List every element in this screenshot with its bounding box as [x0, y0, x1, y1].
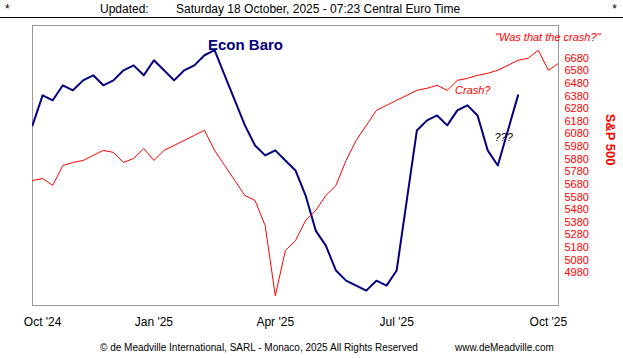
- svg-text:5980: 5980: [565, 140, 589, 152]
- html-text:Saturday 18 October, 2025 - 07: Saturday 18 October, 2025 - 07:23 Centra…: [176, 2, 461, 16]
- svg-text:6180: 6180: [565, 115, 589, 127]
- svg-text:6480: 6480: [565, 77, 589, 89]
- svg-text:5280: 5280: [565, 228, 589, 240]
- svg-text:S&P 500: S&P 500: [603, 114, 618, 166]
- svg-text:6680: 6680: [565, 52, 589, 64]
- html-text:Updated:: Updated:: [100, 2, 149, 16]
- svg-text:Jan '25: Jan '25: [135, 315, 174, 329]
- svg-text:Oct '24: Oct '24: [24, 315, 62, 329]
- svg-text:5080: 5080: [565, 254, 589, 266]
- svg-text:6080: 6080: [565, 127, 589, 139]
- html-text:© de Meadville International,: © de Meadville International, SARL - Mon…: [100, 342, 418, 353]
- svg-text:5180: 5180: [565, 241, 589, 253]
- svg-text:Crash?: Crash?: [455, 84, 491, 96]
- svg-text:5380: 5380: [565, 216, 589, 228]
- svg-text:4980: 4980: [565, 266, 589, 278]
- svg-text:6380: 6380: [565, 90, 589, 102]
- svg-text:5880: 5880: [565, 153, 589, 165]
- svg-text:Oct '25: Oct '25: [530, 315, 568, 329]
- html-text:www.deMeadville.com: www.deMeadville.com: [455, 342, 554, 353]
- svg-text:5680: 5680: [565, 178, 589, 190]
- svg-text:"Was that the crash?": "Was that the crash?": [495, 31, 602, 43]
- svg-text:Jul '25: Jul '25: [379, 315, 414, 329]
- svg-text:Econ Baro: Econ Baro: [208, 36, 283, 53]
- svg-text:6280: 6280: [565, 102, 589, 114]
- svg-text:6580: 6580: [565, 64, 589, 76]
- svg-text:5580: 5580: [565, 191, 589, 203]
- svg-text:Apr '25: Apr '25: [256, 315, 294, 329]
- svg-text:5780: 5780: [565, 165, 589, 177]
- svg-text:???: ???: [495, 131, 514, 143]
- svg-text:5480: 5480: [565, 203, 589, 215]
